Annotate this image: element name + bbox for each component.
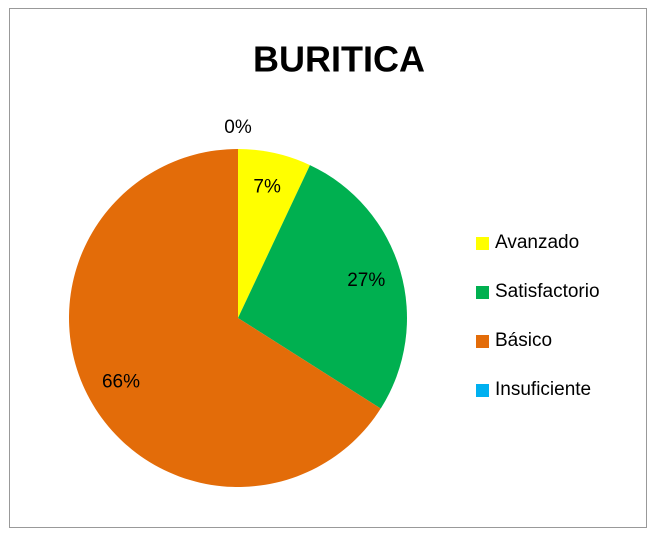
- data-label: 0%: [224, 117, 252, 138]
- data-label: 7%: [253, 177, 281, 198]
- legend-swatch: [476, 384, 489, 397]
- pie-slice: [68, 149, 381, 488]
- legend-label: Insuficiente: [495, 379, 591, 400]
- pie-slice: [238, 149, 310, 318]
- legend-swatch: [476, 335, 489, 348]
- legend-swatch: [476, 286, 489, 299]
- legend-label: Avanzado: [495, 232, 579, 253]
- data-label: 66%: [102, 371, 140, 392]
- chart-title: BURITICA: [253, 39, 425, 80]
- legend-label: Básico: [495, 330, 552, 351]
- legend-label: Satisfactorio: [495, 281, 600, 302]
- data-label: 27%: [347, 270, 385, 291]
- pie-slice: [238, 165, 407, 409]
- legend-swatch: [476, 237, 489, 250]
